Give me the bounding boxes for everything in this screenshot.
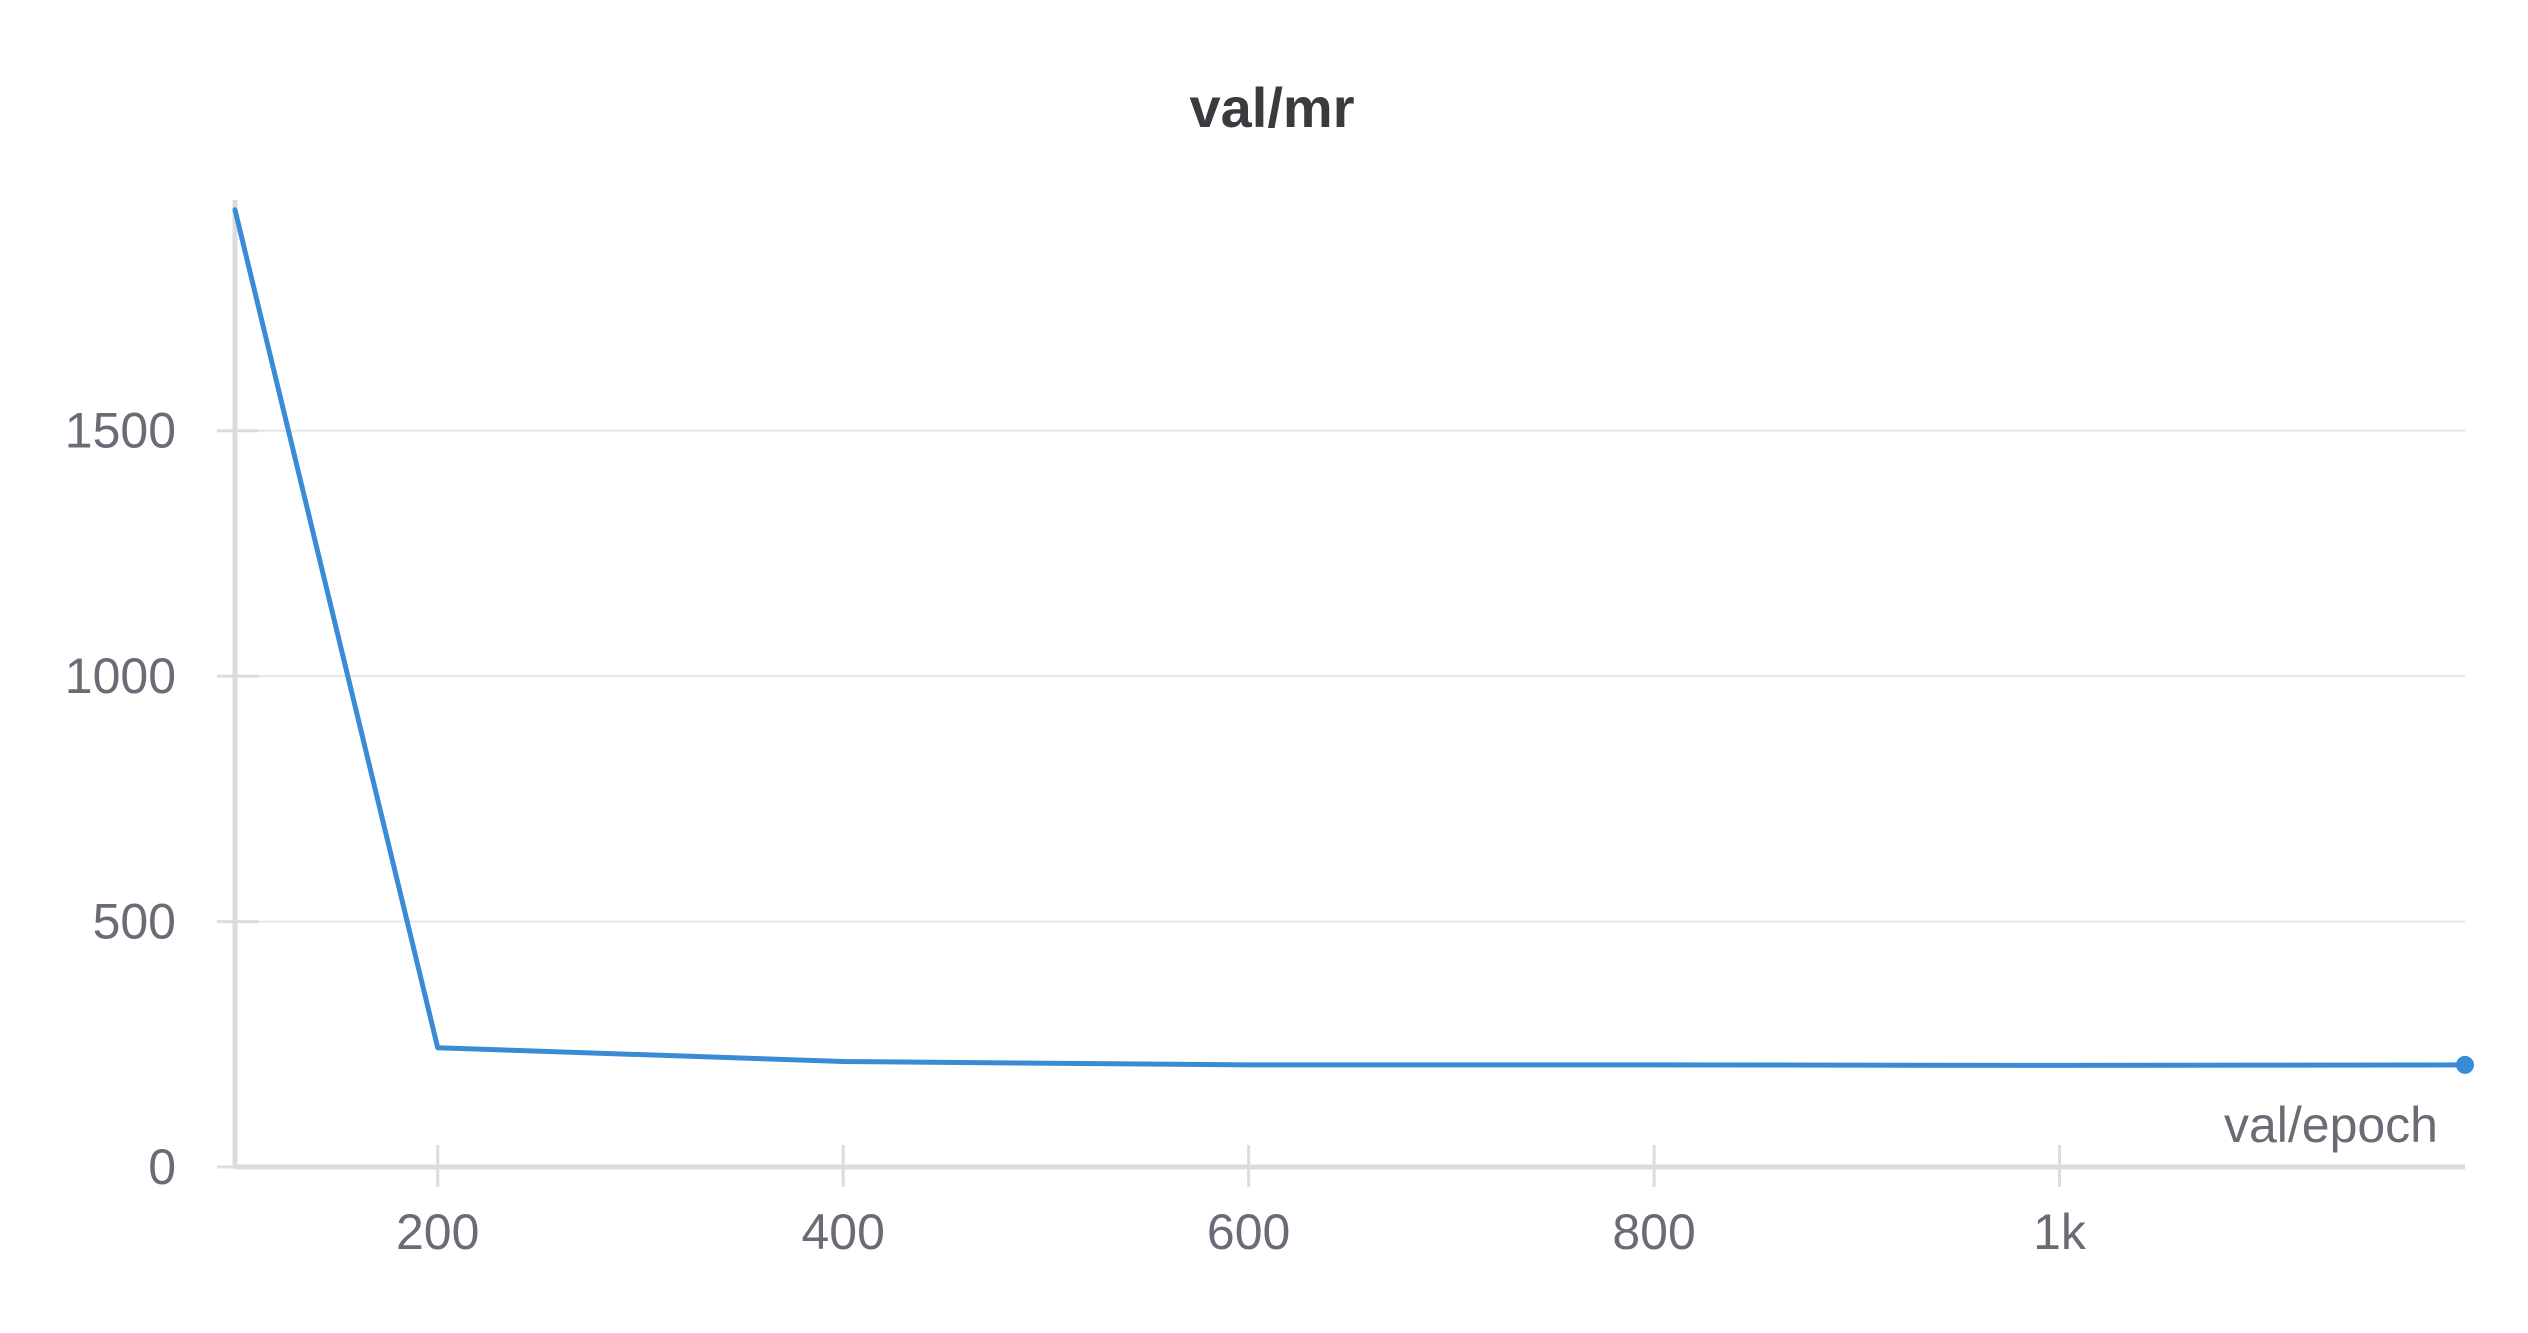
x-tick-label: 200	[396, 1204, 479, 1260]
series-line	[232, 207, 2468, 1068]
tick-labels: 0 500 1000 1500 200 400 600 800 1k	[65, 403, 2087, 1260]
x-tick-label: 1k	[2033, 1204, 2087, 1260]
y-tick-label: 0	[148, 1139, 176, 1195]
series-end-point	[2456, 1055, 2474, 1074]
x-tick-label: 800	[1612, 1204, 1695, 1260]
x-tick-label: 400	[801, 1204, 884, 1260]
y-tick-label: 1000	[65, 648, 176, 704]
chart-title: val/mr	[1190, 76, 1355, 139]
axes	[217, 200, 2465, 1187]
x-axis-label: val/epoch	[2224, 1097, 2438, 1153]
grid-lines	[235, 429, 2465, 923]
y-tick-label: 1500	[65, 403, 176, 459]
y-tick-label: 500	[93, 894, 176, 950]
x-tick-label: 600	[1207, 1204, 1290, 1260]
series-layer	[232, 207, 2474, 1074]
